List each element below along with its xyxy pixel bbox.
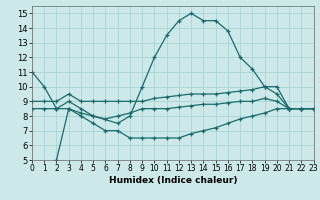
X-axis label: Humidex (Indice chaleur): Humidex (Indice chaleur): [108, 176, 237, 185]
